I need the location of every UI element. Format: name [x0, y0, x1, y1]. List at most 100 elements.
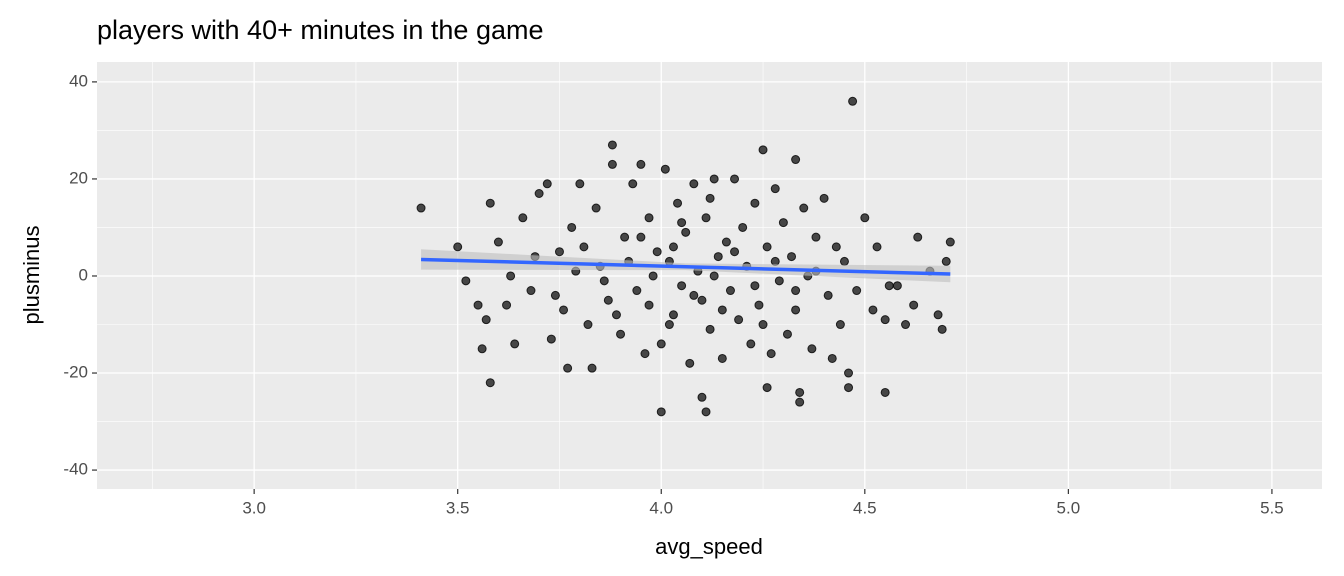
point: [705, 324, 715, 334]
point: [607, 159, 617, 169]
point: [762, 383, 772, 393]
point: [791, 305, 801, 315]
point: [831, 242, 841, 252]
point: [750, 281, 760, 291]
point: [852, 286, 862, 296]
point: [453, 242, 463, 252]
point: [526, 286, 536, 296]
point: [644, 213, 654, 223]
point: [620, 232, 630, 242]
point: [766, 349, 776, 359]
point: [880, 387, 890, 397]
point: [587, 363, 597, 373]
point: [941, 256, 951, 266]
point: [563, 363, 573, 373]
point: [579, 242, 589, 252]
point: [778, 218, 788, 228]
point: [685, 358, 695, 368]
point: [782, 329, 792, 339]
point: [892, 281, 902, 291]
point: [913, 232, 923, 242]
point: [738, 222, 748, 232]
point: [636, 159, 646, 169]
point: [461, 276, 471, 286]
point: [599, 276, 609, 286]
point: [713, 252, 723, 262]
point: [697, 295, 707, 305]
point: [730, 174, 740, 184]
point: [791, 286, 801, 296]
point: [721, 237, 731, 247]
point: [770, 184, 780, 194]
point: [709, 174, 719, 184]
point: [554, 247, 564, 257]
point: [689, 290, 699, 300]
point: [583, 320, 593, 330]
point: [681, 227, 691, 237]
point: [933, 310, 943, 320]
point: [901, 320, 911, 330]
point: [860, 213, 870, 223]
point: [550, 290, 560, 300]
y-tick-label: 40: [69, 71, 88, 90]
point: [640, 349, 650, 359]
point: [746, 339, 756, 349]
point: [518, 213, 528, 223]
point: [559, 305, 569, 315]
point: [591, 203, 601, 213]
x-tick-label: 5.5: [1260, 498, 1284, 517]
point: [799, 203, 809, 213]
y-tick-label: -40: [63, 460, 88, 479]
point: [502, 300, 512, 310]
point: [473, 300, 483, 310]
point: [839, 256, 849, 266]
point: [664, 320, 674, 330]
point: [730, 247, 740, 257]
point: [660, 164, 670, 174]
y-tick-label: 0: [79, 265, 88, 284]
point: [884, 281, 894, 291]
point: [648, 271, 658, 281]
point: [709, 271, 719, 281]
point: [542, 179, 552, 189]
point: [795, 397, 805, 407]
point: [811, 232, 821, 242]
point: [758, 320, 768, 330]
point: [787, 252, 797, 262]
chart-title: players with 40+ minutes in the game: [97, 15, 544, 45]
point: [656, 407, 666, 417]
x-tick-label: 4.0: [649, 498, 673, 517]
point: [701, 407, 711, 417]
point: [575, 179, 585, 189]
point: [725, 286, 735, 296]
point: [880, 315, 890, 325]
point: [493, 237, 503, 247]
point: [534, 188, 544, 198]
x-tick-label: 3.0: [242, 498, 266, 517]
x-tick-label: 4.5: [853, 498, 877, 517]
y-axis-title: plusminus: [19, 225, 44, 324]
x-tick-label: 3.5: [446, 498, 470, 517]
point: [416, 203, 426, 213]
point: [668, 242, 678, 252]
point: [844, 368, 854, 378]
point: [762, 242, 772, 252]
point: [673, 198, 683, 208]
point: [909, 300, 919, 310]
point: [717, 353, 727, 363]
point: [689, 179, 699, 189]
point: [567, 222, 577, 232]
point: [945, 237, 955, 247]
point: [734, 315, 744, 325]
y-tick-label: 20: [69, 168, 88, 187]
x-tick-label: 5.0: [1057, 498, 1081, 517]
point: [758, 145, 768, 155]
point: [872, 242, 882, 252]
point: [774, 276, 784, 286]
point: [546, 334, 556, 344]
point: [656, 339, 666, 349]
point: [868, 305, 878, 315]
point: [485, 378, 495, 388]
point: [611, 310, 621, 320]
